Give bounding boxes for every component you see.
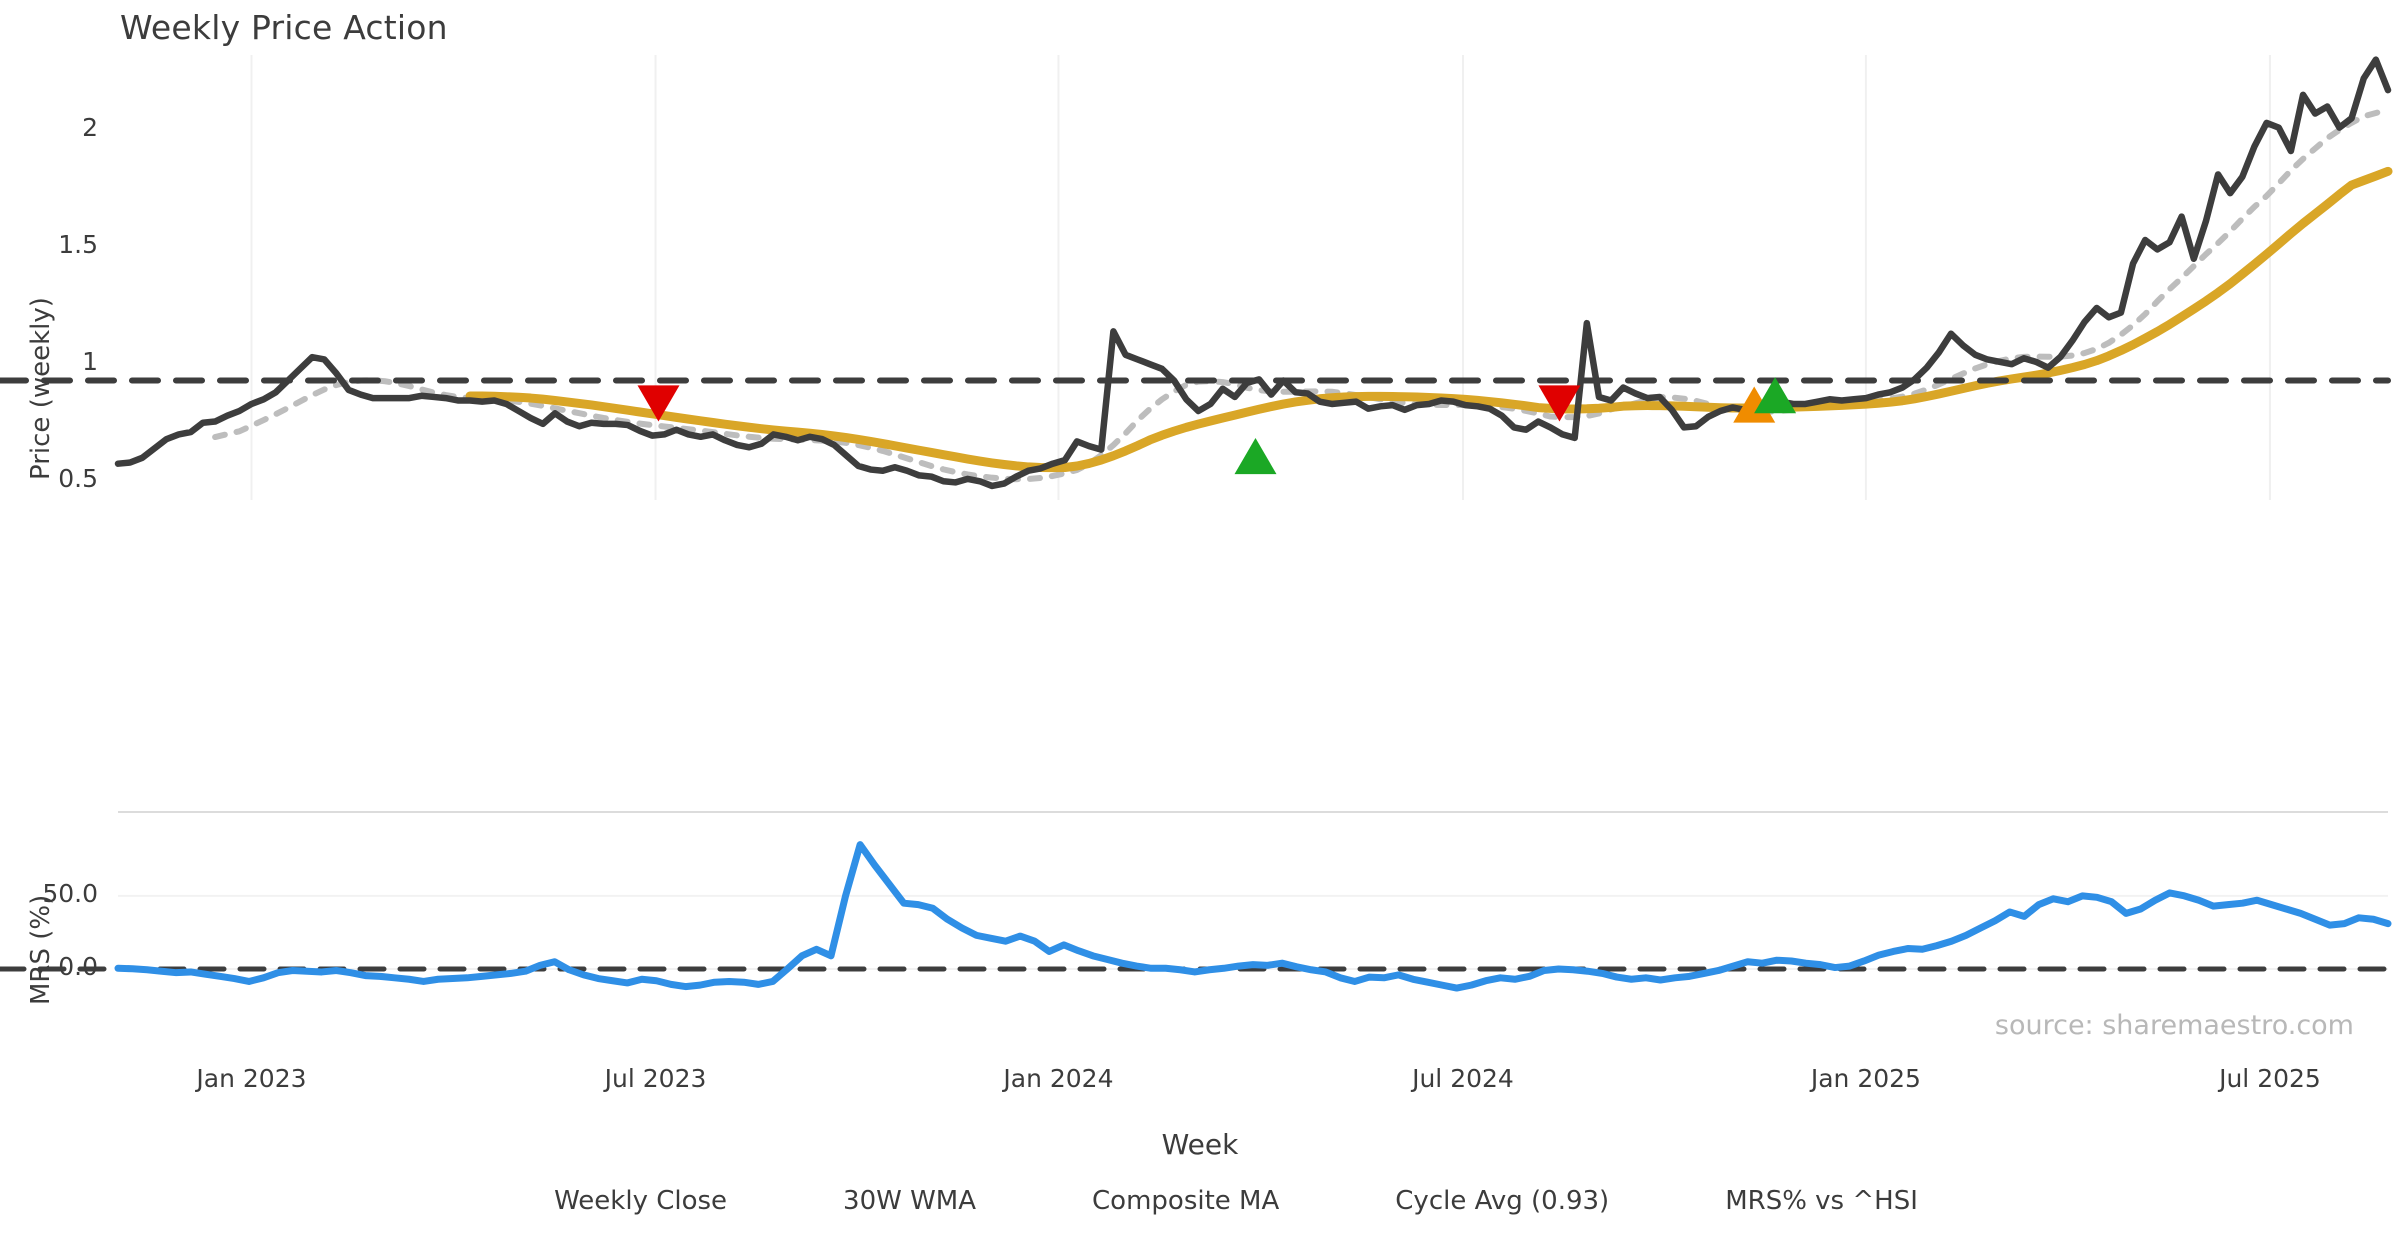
x-tick-2: Jan 2024 (1003, 1064, 1114, 1093)
x-tick-5: Jul 2025 (2219, 1064, 2321, 1093)
x-tick-1: Jul 2023 (604, 1064, 707, 1093)
legend-item-0[interactable]: Weekly Close (482, 1186, 727, 1216)
legend-item-3[interactable]: Cycle Avg (0.93) (1323, 1186, 1609, 1216)
chart-title: Weekly Price Action (120, 8, 448, 47)
price-axis-label: Price (weekly) (26, 297, 56, 480)
legend-label: Composite MA (1092, 1186, 1280, 1216)
legend-item-1[interactable]: 30W WMA (771, 1186, 976, 1216)
x-tick-4: Jan 2025 (1810, 1064, 1921, 1093)
x-tick-3: Jul 2024 (1412, 1064, 1514, 1093)
y-tick-price-1: 1 (82, 347, 98, 377)
y-tick-price-2: 1.5 (58, 230, 98, 260)
series-weekly-close (114, 56, 2392, 490)
legend-label: Weekly Close (554, 1186, 728, 1216)
y-tick-mrs-0: 0.0 (58, 952, 98, 982)
chart-legend: Weekly Close 30W WMA Composite MA Cycle Avg… (0, 1186, 2400, 1216)
marker-buy-1[interactable] (1234, 438, 1277, 475)
marker-sell-0[interactable] (637, 385, 680, 422)
legend-label: 30W WMA (843, 1186, 977, 1216)
legend-item-2[interactable]: Composite MA (1020, 1186, 1279, 1216)
marker-sell-2[interactable] (1538, 385, 1581, 422)
mrs-axis-label: MRS (%) (26, 894, 56, 1005)
series-30w-wma (465, 166, 2393, 473)
legend-label: Cycle Avg (0.93) (1395, 1186, 1610, 1216)
y-tick-price-0: 0.5 (58, 464, 98, 494)
legend-item-4[interactable]: MRS% vs ^HSI (1653, 1186, 1918, 1216)
x-axis-label: Week (1161, 1128, 1239, 1161)
legend-label: MRS% vs ^HSI (1725, 1186, 1918, 1216)
marker-warn-3[interactable] (1733, 386, 1776, 423)
source-watermark: source: sharemaestro.com (1994, 1010, 2354, 1041)
y-tick-price-3: 2 (82, 112, 98, 142)
x-tick-0: Jan 2023 (196, 1064, 307, 1093)
marker-buy-4[interactable] (1754, 377, 1797, 414)
series-mrs-pct (114, 841, 2392, 992)
y-tick-mrs-1: 50.0 (42, 878, 98, 908)
